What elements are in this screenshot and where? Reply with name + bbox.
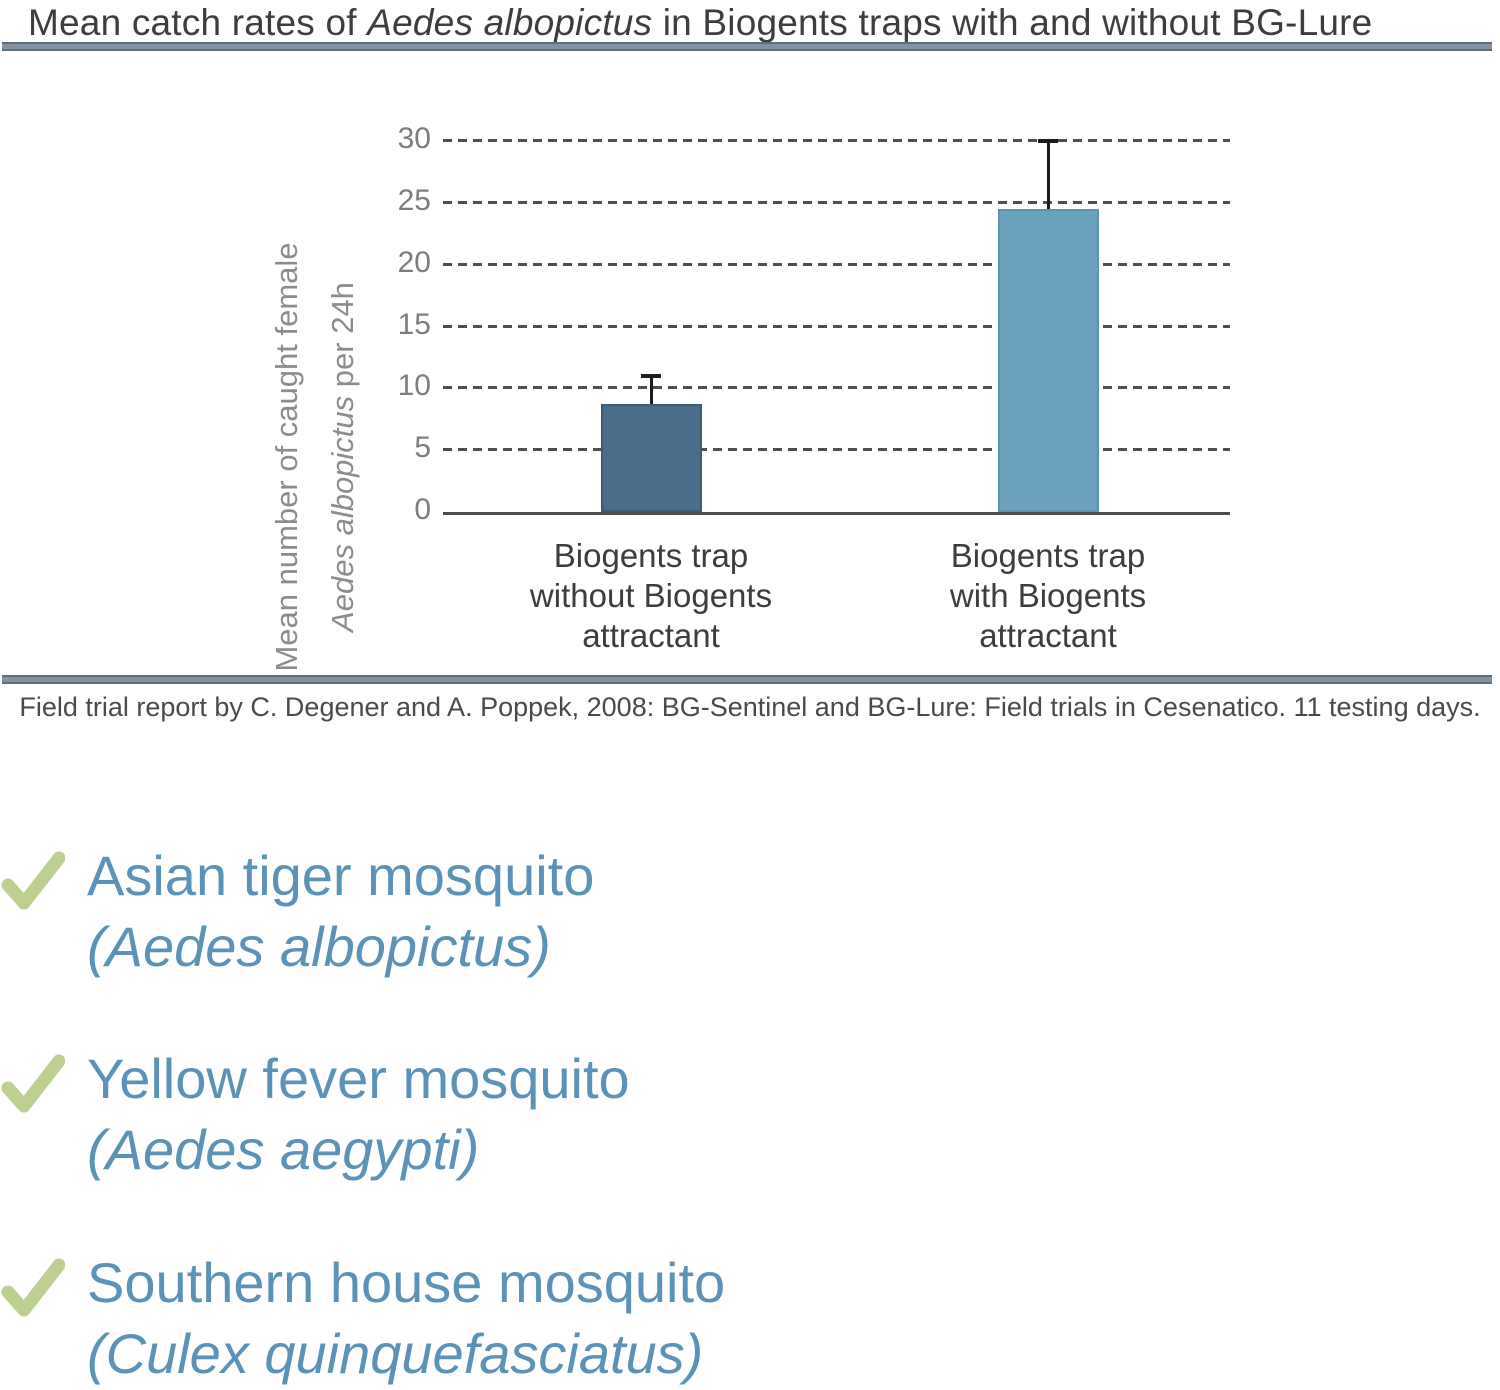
top-divider — [2, 42, 1492, 51]
latin-name: (Aedes albopictus) — [87, 915, 551, 978]
x-category-label-line: attractant — [979, 617, 1117, 654]
x-category-label-line: Biogents trap — [950, 537, 1146, 574]
x-category-label-line: attractant — [582, 617, 720, 654]
plot-area: 0 5 10 15 20 25 30 Biogents trap without Biogent… — [398, 124, 1230, 654]
y-tick-label-10: 10 — [397, 369, 431, 403]
y-tick-label-5: 5 — [414, 431, 431, 465]
gridline-10 — [443, 386, 1230, 390]
x-category-label-line: without Biogents — [529, 577, 773, 614]
bar-without-attractant — [600, 404, 702, 512]
checkmark-icon — [1, 1258, 65, 1317]
latin-name: (Aedes aegypti) — [87, 1118, 480, 1181]
common-name: Yellow fever mosquito — [87, 1047, 630, 1110]
title-species-italic: Aedes albopictus — [367, 2, 653, 43]
y-tick-label-25: 25 — [397, 183, 431, 217]
latin-name: (Culex quinquefasciatus) — [87, 1322, 704, 1385]
gridline-15 — [443, 324, 1230, 328]
error-bar-line — [1046, 138, 1050, 210]
y-tick-label-15: 15 — [397, 307, 431, 341]
checklist-item-asian-tiger-mosquito: Asian tiger mosquito (Aedes albopictus) — [1, 840, 594, 982]
x-category-label-line: with Biogents — [949, 577, 1147, 614]
checkmark-icon — [1, 851, 65, 910]
title-prefix: Mean catch rates of — [28, 2, 368, 43]
x-axis-line — [443, 512, 1230, 515]
bar-with-attractant — [997, 209, 1099, 512]
y-tick-label-0: 0 — [414, 493, 431, 526]
y-axis-label-line2: Aedes albopictus per 24h — [325, 282, 360, 632]
bar-chart: Mean number of caught female Aedes albop… — [0, 100, 1500, 675]
x-category-label-2: Biogents trap with Biogents attractant — [868, 536, 1228, 656]
y-tick-label-30: 30 — [397, 122, 431, 155]
y-axis-label: Mean number of caught female Aedes albop… — [259, 212, 371, 702]
error-bar-cap — [1038, 138, 1058, 143]
source-caption: Field trial report by C. Degener and A. … — [19, 692, 1481, 722]
gridline-30 — [443, 139, 1230, 142]
common-name: Southern house mosquito — [87, 1251, 726, 1314]
checklist-item-southern-house-mosquito: Southern house mosquito (Culex quinquefa… — [1, 1247, 725, 1389]
error-bar-line — [649, 373, 653, 405]
error-bar-cap — [641, 373, 661, 378]
gridline-20 — [443, 262, 1230, 266]
y-axis-label-line1: Mean number of caught female — [269, 242, 304, 672]
bottom-divider — [2, 675, 1492, 684]
title-suffix: in Biogents traps with and without BG-Lu… — [652, 2, 1373, 43]
y-tick-label-20: 20 — [397, 245, 431, 279]
gridline-5 — [443, 448, 1230, 452]
x-category-label-line: Biogents trap — [553, 537, 749, 574]
common-name: Asian tiger mosquito — [87, 844, 595, 907]
x-category-label-1: Biogents trap without Biogents attractant — [471, 536, 831, 656]
checkmark-icon — [1, 1054, 65, 1113]
gridline-25 — [443, 200, 1230, 204]
checklist-item-yellow-fever-mosquito: Yellow fever mosquito (Aedes aegypti) — [1, 1043, 630, 1185]
page-title: Mean catch rates of Aedes albopictus in … — [28, 2, 1372, 44]
